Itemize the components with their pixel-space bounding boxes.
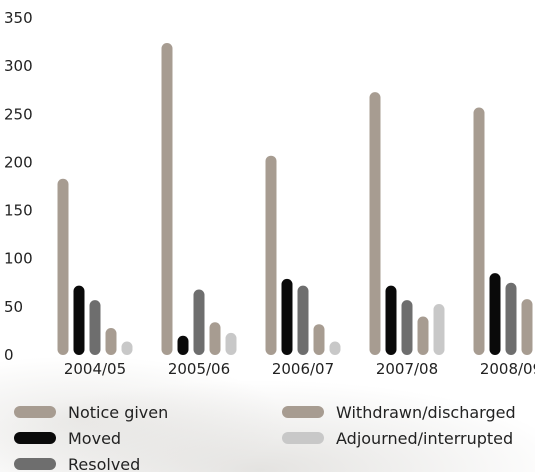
y-tick-label: 0 <box>4 346 14 364</box>
x-tick-label: 2005/06 <box>168 360 230 378</box>
legend: Notice given Moved Resolved Withdrawn/disch… <box>14 403 516 472</box>
legend-swatch <box>14 432 56 444</box>
bar-2006-07-notice-given <box>265 155 277 355</box>
bar-2005-06-moved <box>177 335 189 355</box>
legend-swatch <box>14 458 56 470</box>
y-axis: 0 50 100 150 200 250 300 350 <box>4 9 33 364</box>
x-tick-label: 2008/09 <box>480 360 535 378</box>
y-tick-label: 300 <box>4 57 33 75</box>
bar-2004-05-notice-given <box>57 178 69 355</box>
legend-swatch <box>282 432 324 444</box>
bar-2006-07-resolved <box>297 285 309 355</box>
bar-2004-05-withdrawn-discharged <box>105 328 117 355</box>
bar-2007-08-moved <box>385 285 397 355</box>
legend-label: Notice given <box>68 403 168 422</box>
bar-2005-06-resolved <box>193 289 205 355</box>
y-tick-label: 100 <box>4 250 33 268</box>
bar-2006-07-moved <box>281 278 293 355</box>
bar-2008-09-moved <box>489 273 501 355</box>
bar-2006-07-withdrawn-discharged <box>313 324 325 355</box>
legend-label: Resolved <box>68 455 140 472</box>
x-tick-label: 2004/05 <box>64 360 126 378</box>
bar-2007-08-resolved <box>401 300 413 355</box>
bar-2007-08-adjourned-interrupted <box>433 303 445 355</box>
bar-2005-06-adjourned-interrupted <box>225 332 237 355</box>
y-tick-label: 350 <box>4 9 33 27</box>
y-tick-label: 50 <box>4 298 23 316</box>
bars <box>57 43 533 355</box>
legend-label: Moved <box>68 429 121 448</box>
bar-2005-06-withdrawn-discharged <box>209 322 221 355</box>
bar-2007-08-notice-given <box>369 92 381 355</box>
x-tick-label: 2006/07 <box>272 360 334 378</box>
legend-swatch <box>14 406 56 418</box>
y-tick-label: 250 <box>4 105 33 123</box>
x-tick-label: 2007/08 <box>376 360 438 378</box>
legend-label: Withdrawn/discharged <box>336 403 516 422</box>
x-axis: 2004/05 2005/06 2006/07 2007/08 2008/09 <box>64 360 535 378</box>
bar-2004-05-adjourned-interrupted <box>121 341 133 355</box>
legend-label: Adjourned/interrupted <box>336 429 513 448</box>
bar-2007-08-withdrawn-discharged <box>417 316 429 355</box>
bar-2004-05-resolved <box>89 300 101 355</box>
y-tick-label: 200 <box>4 153 33 171</box>
legend-swatch <box>282 406 324 418</box>
bar-2008-09-withdrawn-discharged <box>521 299 533 355</box>
bar-2005-06-notice-given <box>161 43 173 355</box>
bar-2008-09-notice-given <box>473 107 485 355</box>
bar-2006-07-adjourned-interrupted <box>329 341 341 355</box>
bar-2008-09-resolved <box>505 282 517 355</box>
y-tick-label: 150 <box>4 202 33 220</box>
bar-2004-05-moved <box>73 285 85 355</box>
